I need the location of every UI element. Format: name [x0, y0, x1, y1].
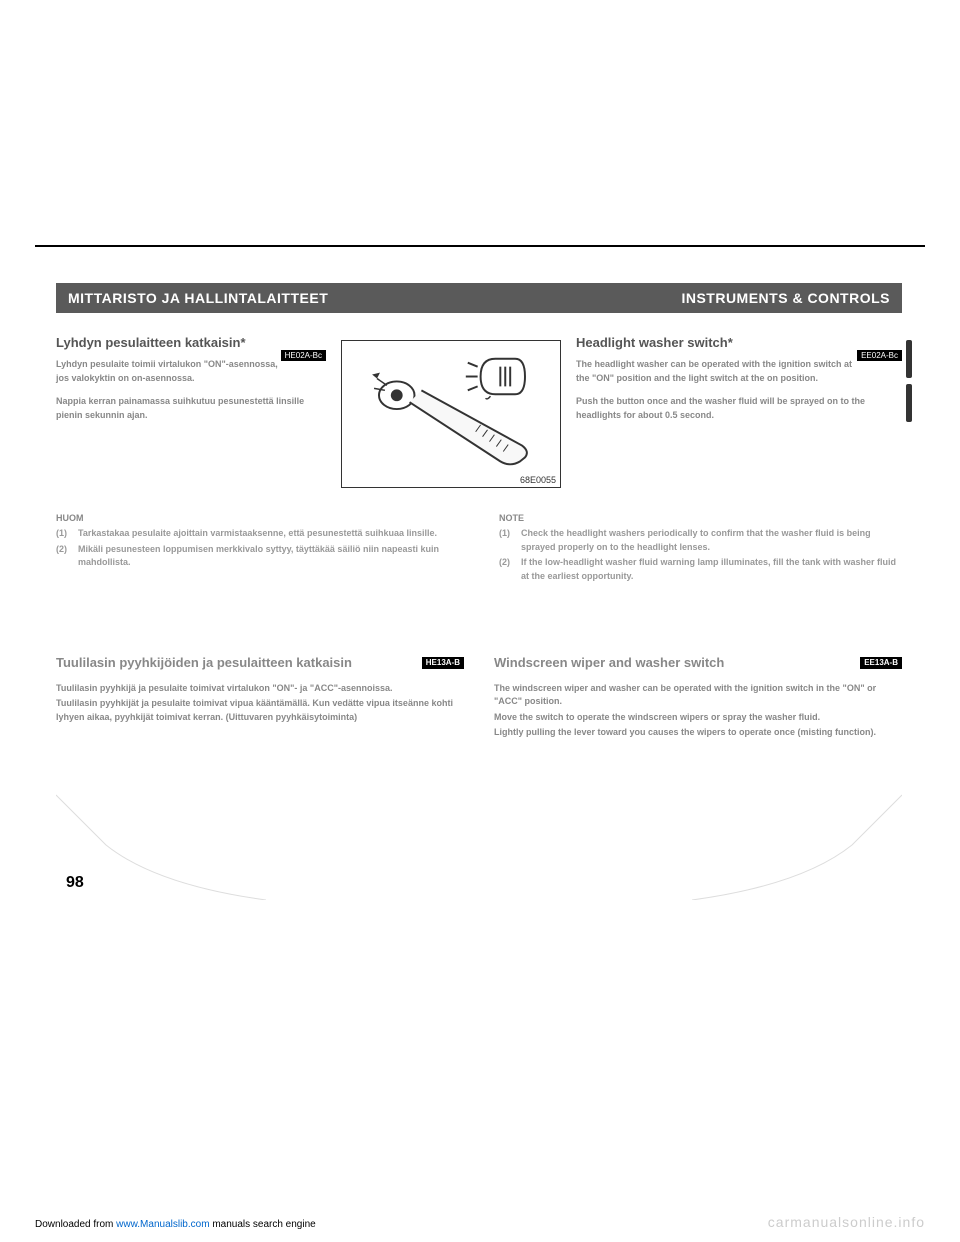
body-text-en: Push the button once and the washer flui… — [576, 395, 902, 422]
note-item: (2) If the low-headlight washer fluid wa… — [499, 556, 902, 583]
section-title-fi: Tuulilasin pyyhkijöiden ja pesulaitteen … — [56, 655, 464, 672]
page-number: 98 — [66, 874, 84, 891]
note-list-fi: (1) Tarkastakaa pesulaite ajoittain varm… — [56, 527, 459, 570]
section-headlight-washer: Lyhdyn pesulaitteen katkaisin* HE02A-Bc … — [56, 320, 902, 488]
body-text-en: Move the switch to operate the windscree… — [494, 711, 902, 725]
bottom-column-english: Windscreen wiper and washer switch EE13A… — [494, 655, 902, 740]
body-text-en: Lightly pulling the lever toward you cau… — [494, 726, 902, 740]
body-text-en: The headlight washer can be operated wit… — [576, 358, 902, 385]
column-english: Headlight washer switch* EE02A-Bc The he… — [576, 320, 902, 488]
title-text: Tuulilasin pyyhkijöiden ja pesulaitteen … — [56, 655, 352, 670]
footer-text-before: Downloaded from — [35, 1219, 116, 1230]
note-text: Tarkastakaa pesulaite ajoittain varmista… — [78, 527, 459, 541]
note-number: (1) — [56, 527, 78, 541]
note-text: Check the headlight washers periodically… — [521, 527, 902, 554]
column-finnish: Lyhdyn pesulaitteen katkaisin* HE02A-Bc … — [56, 320, 326, 488]
diagram-code: 68E0055 — [520, 475, 556, 485]
footer: Downloaded from www.Manualslib.com manua… — [35, 1219, 316, 1230]
section-title-en: Windscreen wiper and washer switch EE13A… — [494, 655, 902, 672]
watermark: carmanualsonline.info — [768, 1214, 925, 1230]
section-windscreen-wiper: Tuulilasin pyyhkijöiden ja pesulaitteen … — [56, 655, 902, 740]
paper-curl-icon — [692, 755, 902, 900]
column-diagram: 68E0055 — [336, 320, 566, 488]
scan-artifact-right — [692, 755, 902, 900]
section-title-en: Headlight washer switch* — [576, 335, 902, 350]
notes-finnish: HUOM (1) Tarkastakaa pesulaite ajoittain… — [56, 513, 459, 585]
notes-row: HUOM (1) Tarkastakaa pesulaite ajoittain… — [56, 513, 902, 585]
header-bar: MITTARISTO JA HALLINTALAITTEET INSTRUMEN… — [56, 283, 902, 313]
note-item: (2) Mikäli pesunesteen loppumisen merkki… — [56, 543, 459, 570]
bottom-column-finnish: Tuulilasin pyyhkijöiden ja pesulaitteen … — [56, 655, 464, 740]
content-area: Lyhdyn pesulaitteen katkaisin* HE02A-Bc … — [56, 320, 902, 740]
body-text-fi: Nappia kerran painamassa suihkutuu pesun… — [56, 395, 326, 422]
side-mark — [906, 384, 912, 422]
note-heading-fi: HUOM — [56, 513, 459, 523]
body-text-fi: Tuulilasin pyyhkijät ja pesulaite toimiv… — [56, 697, 464, 724]
header-right-text: INSTRUMENTS & CONTROLS — [681, 290, 890, 306]
section-title-fi: Lyhdyn pesulaitteen katkaisin* — [56, 335, 326, 350]
side-mark — [906, 340, 912, 378]
page-number-box: 98 — [56, 859, 114, 900]
note-number: (2) — [499, 556, 521, 583]
code-tag-fi: HE13A-B — [422, 657, 464, 669]
note-number: (1) — [499, 527, 521, 554]
note-text: Mikäli pesunesteen loppumisen merkkivalo… — [78, 543, 459, 570]
title-text: Windscreen wiper and washer switch — [494, 655, 724, 670]
diagram-box: 68E0055 — [341, 340, 561, 488]
title-text: Headlight washer switch* — [576, 335, 733, 350]
page-edge-marks — [906, 340, 920, 428]
note-item: (1) Check the headlight washers periodic… — [499, 527, 902, 554]
footer-link[interactable]: www.Manualslib.com — [116, 1219, 209, 1230]
page-container: MITTARISTO JA HALLINTALAITTEET INSTRUMEN… — [0, 0, 960, 1242]
code-tag-fi: HE02A-Bc — [281, 350, 326, 361]
body-text-en: The windscreen wiper and washer can be o… — [494, 682, 902, 709]
title-text: Lyhdyn pesulaitteen katkaisin* — [56, 335, 246, 350]
note-text: If the low-headlight washer fluid warnin… — [521, 556, 902, 583]
body-text-fi: Tuulilasin pyyhkijä ja pesulaite toimiva… — [56, 682, 464, 696]
notes-english: NOTE (1) Check the headlight washers per… — [499, 513, 902, 585]
note-heading-en: NOTE — [499, 513, 902, 523]
stalk-switch-diagram — [342, 341, 560, 487]
note-item: (1) Tarkastakaa pesulaite ajoittain varm… — [56, 527, 459, 541]
scan-artifact-left: 98 — [56, 755, 266, 900]
top-divider — [35, 245, 925, 247]
footer-text-after: manuals search engine — [212, 1219, 315, 1230]
header-left-text: MITTARISTO JA HALLINTALAITTEET — [68, 290, 328, 306]
note-number: (2) — [56, 543, 78, 570]
code-tag-en: EE02A-Bc — [857, 350, 902, 361]
code-tag-en: EE13A-B — [860, 657, 902, 669]
body-text-fi: Lyhdyn pesulaite toimii virtalukon "ON"-… — [56, 358, 326, 385]
note-list-en: (1) Check the headlight washers periodic… — [499, 527, 902, 583]
